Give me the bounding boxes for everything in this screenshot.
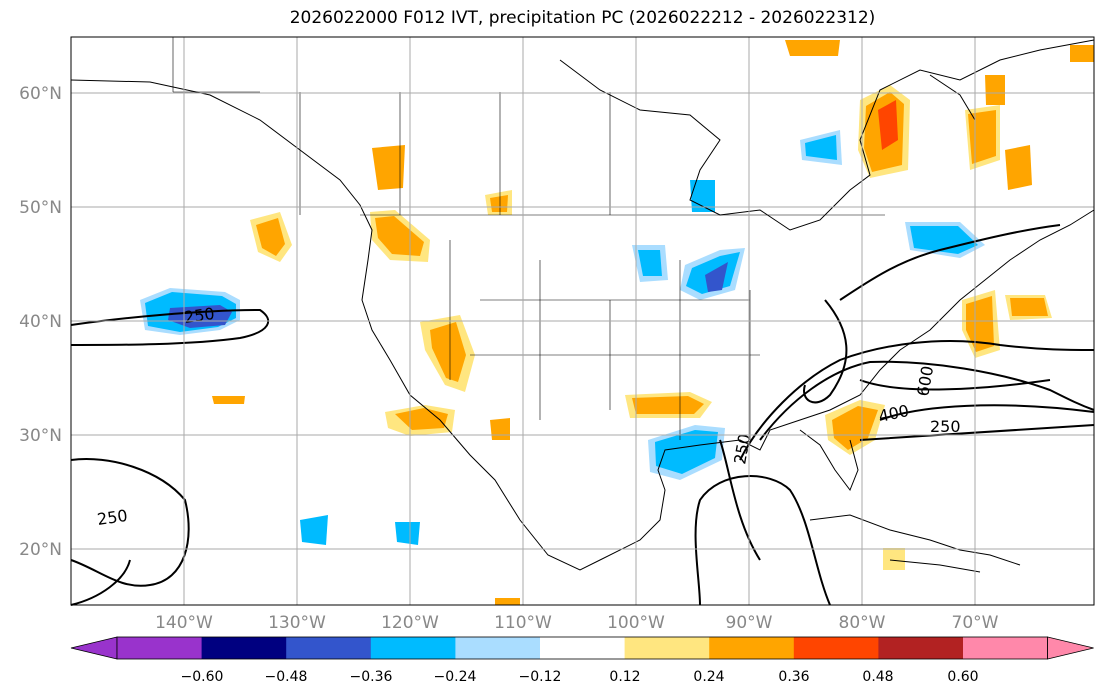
- colorbar-segment: [540, 637, 626, 659]
- colorbar-segment: [370, 637, 456, 659]
- lon-label: 70°W: [952, 613, 999, 633]
- lat-label: 50°N: [19, 198, 62, 218]
- colorbar-tick-label: −0.12: [519, 669, 562, 685]
- lat-label: 20°N: [19, 540, 62, 560]
- lon-label: 100°W: [607, 613, 665, 633]
- contour-label: 250: [930, 417, 961, 436]
- colorbar-segment: [201, 637, 287, 659]
- lon-label: 140°W: [155, 613, 213, 633]
- lat-label: 40°N: [19, 312, 62, 332]
- plot-frame: [70, 36, 1095, 606]
- colorbar-tick-label: 0.48: [862, 669, 893, 685]
- lon-label: 120°W: [381, 613, 439, 633]
- colorbar-tick-label: −0.36: [350, 669, 393, 685]
- longitude-labels: 140°W 130°W 120°W 110°W 100°W 90°W 80°W …: [155, 613, 999, 633]
- contour-label: 250: [96, 506, 129, 529]
- colorbar-extend-max: [1047, 636, 1094, 660]
- colorbar-segment: [624, 637, 710, 659]
- colorbar-tick-label: −0.24: [434, 669, 477, 685]
- colorbar-segment: [117, 637, 203, 659]
- lon-label: 110°W: [494, 613, 552, 633]
- colorbar-tick-label: 0.36: [778, 669, 809, 685]
- colorbar-segment: [286, 637, 372, 659]
- political-boundaries: [172, 37, 885, 440]
- lon-label: 80°W: [839, 613, 886, 633]
- colorbar-extend-min: [70, 636, 118, 660]
- map-title: 2026022000 F012 IVT, precipitation PC (2…: [289, 8, 876, 28]
- colorbar-segments: [70, 636, 1094, 660]
- colorbar-tick-label: 0.12: [609, 669, 640, 685]
- colorbar: −0.60 −0.48 −0.36 −0.24 −0.12 0.12 0.24 …: [70, 636, 1094, 685]
- colorbar-segment: [963, 637, 1049, 659]
- colorbar-tick-label: 0.60: [947, 669, 978, 685]
- lon-label: 90°W: [726, 613, 773, 633]
- lat-label: 60°N: [19, 84, 62, 104]
- graticule: [71, 37, 1094, 605]
- colorbar-tick-label: −0.48: [265, 669, 308, 685]
- lon-label: 130°W: [268, 613, 326, 633]
- colorbar-segment: [793, 637, 879, 659]
- ivt-contours: [70, 224, 1095, 606]
- lat-label: 30°N: [19, 426, 62, 446]
- latitude-labels: 60°N 50°N 40°N 30°N 20°N: [19, 84, 62, 560]
- colorbar-segment: [455, 637, 541, 659]
- colorbar-segment: [709, 637, 795, 659]
- colorbar-tick-label: 0.24: [693, 669, 724, 685]
- colorbar-segment: [878, 637, 964, 659]
- colorbar-tick-label: −0.60: [181, 669, 224, 685]
- colorbar-ticks: −0.60 −0.48 −0.36 −0.24 −0.12 0.12 0.24 …: [181, 669, 979, 685]
